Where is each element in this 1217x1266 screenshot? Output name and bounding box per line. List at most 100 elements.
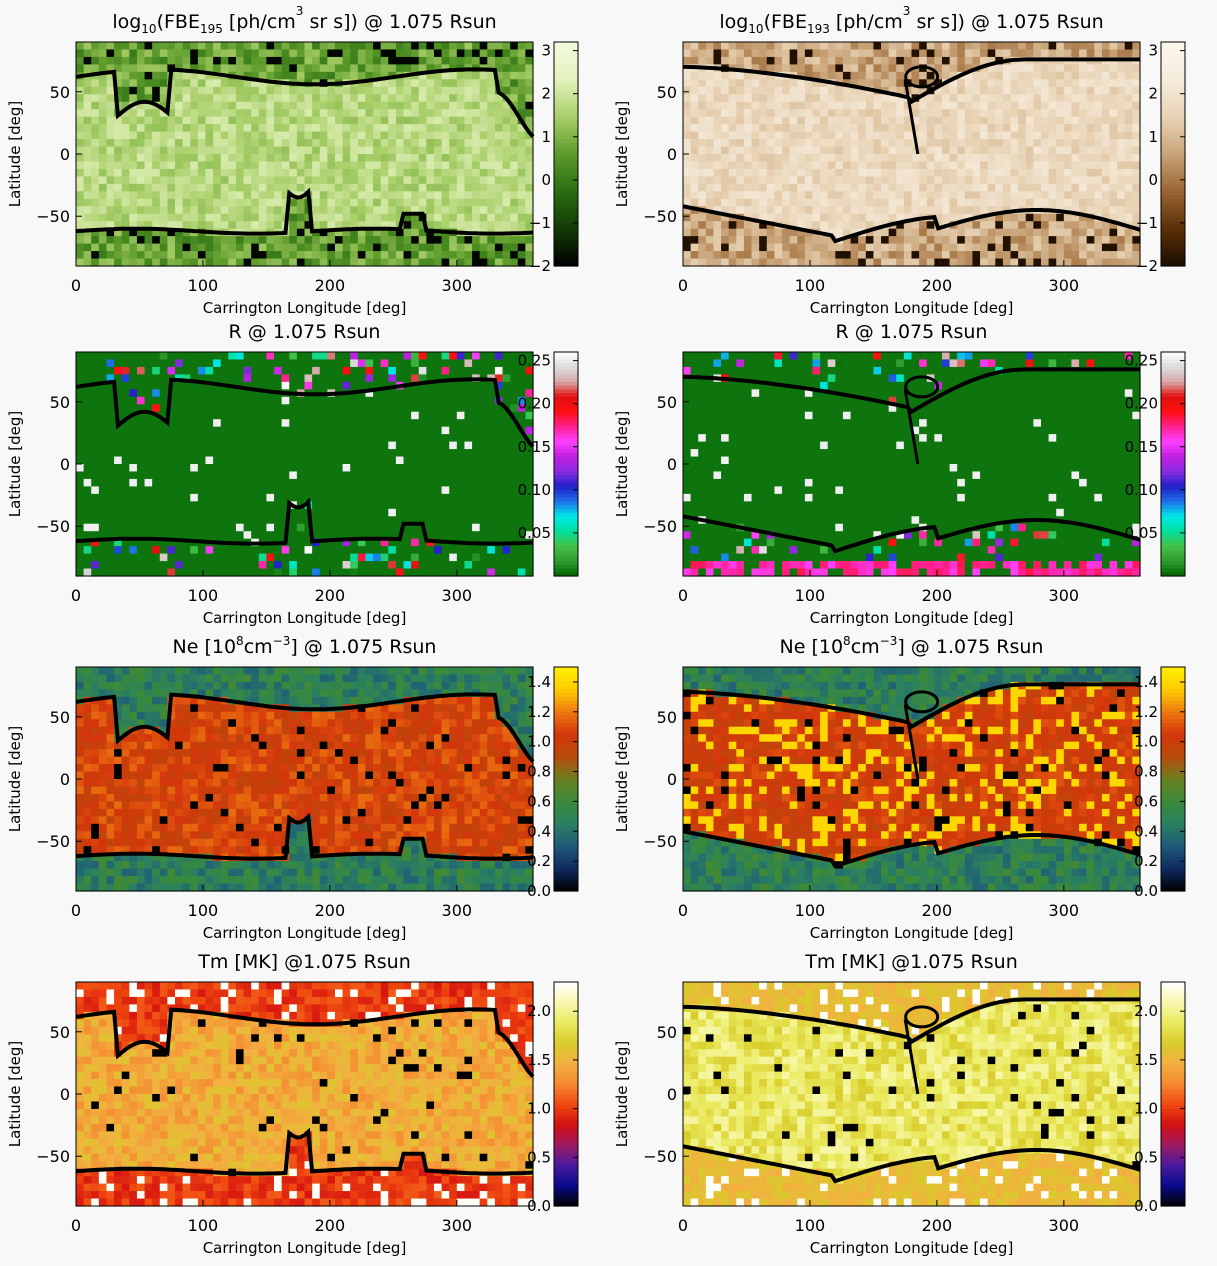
- y-tick-label: 0: [60, 455, 70, 474]
- x-tick-label: 100: [188, 901, 219, 920]
- title-part-1: 8: [843, 634, 851, 648]
- x-axis-label: Carrington Longitude [deg]: [810, 609, 1014, 627]
- x-tick-label: 300: [1049, 276, 1080, 295]
- x-axis-label: Carrington Longitude [deg]: [203, 1239, 407, 1257]
- x-tick-label: 0: [678, 1216, 688, 1235]
- heatmap-cells: [683, 982, 1141, 1207]
- y-tick-label: −50: [36, 1147, 70, 1166]
- colorbar-tick-label: 2: [1148, 85, 1158, 103]
- x-tick-label: 200: [315, 1216, 346, 1235]
- y-tick-label: 0: [60, 1085, 70, 1104]
- x-tick-label: 200: [922, 901, 953, 920]
- colorbar: 1.4 1.2 1.0 0.8 0.6 0.4 0.2 0.0: [527, 666, 579, 900]
- x-tick-label: 300: [442, 586, 473, 605]
- x-tick-label: 300: [442, 1216, 473, 1235]
- colorbar-tick-label: 1: [1148, 128, 1158, 146]
- x-tick-label: 200: [315, 276, 346, 295]
- title-part-3: 195: [200, 22, 223, 36]
- small-contour-loop: [904, 690, 940, 714]
- title-part-6: sr s]) @ 1.075 Rsun: [303, 11, 496, 33]
- y-tick-label: 50: [50, 1023, 70, 1042]
- title-part-5: 3: [296, 4, 304, 18]
- colorbar-tick-label: 2.0: [1134, 1002, 1158, 1020]
- south-boundary-contour: [682, 1144, 1141, 1184]
- y-tick-label: 0: [667, 455, 677, 474]
- colorbar-tick-label: 0.0: [527, 1197, 551, 1215]
- title-part-0: Ne [10: [780, 636, 844, 658]
- heatmap-cells: [683, 667, 1141, 892]
- x-tick-label: 0: [71, 1216, 81, 1235]
- title-part-5: 3: [903, 4, 911, 18]
- x-tick-label: 200: [922, 1216, 953, 1235]
- x-axis-label: Carrington Longitude [deg]: [810, 299, 1014, 317]
- colorbar-tick-label: 2: [541, 85, 551, 103]
- chart-title: Tm [MK] @1.075 Rsun: [804, 951, 1018, 973]
- south-boundary-contour: [75, 497, 534, 546]
- panel-4: R @ 1.075 Rsun 0 100 200 300 50 0 −50 Carrington…: [613, 321, 1186, 627]
- y-tick-label: −50: [36, 832, 70, 851]
- south-boundary-contour: [682, 829, 1141, 869]
- y-axis-label: Latitude [deg]: [613, 726, 631, 832]
- chart-title: Ne [108cm−3] @ 1.075 Rsun: [780, 634, 1044, 658]
- colorbar: 2.0 1.5 1.0 0.5 0.0: [1134, 981, 1186, 1215]
- x-tick-label: 0: [71, 276, 81, 295]
- y-tick-label: 50: [50, 708, 70, 727]
- colorbar-tick-label: −1: [1136, 214, 1158, 232]
- x-tick-label: 100: [795, 1216, 826, 1235]
- x-tick-label: 0: [678, 586, 688, 605]
- colorbar-tick-label: 1.2: [1134, 703, 1158, 721]
- title-part-6: sr s]) @ 1.075 Rsun: [910, 11, 1103, 33]
- colorbar: 2.0 1.5 1.0 0.5 0.0: [527, 981, 579, 1215]
- colorbar-tick-label: 1: [541, 128, 551, 146]
- colorbar-tick-label: 0.6: [527, 792, 551, 810]
- small-contour-loop: [904, 65, 940, 89]
- y-tick-label: 0: [667, 1085, 677, 1104]
- colorbar-tick-label: 1.4: [527, 673, 551, 691]
- y-axis-label: Latitude [deg]: [6, 101, 24, 207]
- colorbar-tick-label: 0.4: [1134, 822, 1158, 840]
- y-axis-label: Latitude [deg]: [613, 1041, 631, 1147]
- colorbar-tick-label: 1.5: [1134, 1051, 1158, 1069]
- y-axis-label: Latitude [deg]: [6, 1041, 24, 1147]
- south-boundary-contour: [75, 812, 534, 861]
- colorbar-tick-label: 1.5: [527, 1051, 551, 1069]
- colorbar-tick-label: 0.6: [1134, 792, 1158, 810]
- small-contour-loop: [904, 1005, 940, 1029]
- chart-title: log10(FBE195 [ph/cm3 sr s]) @ 1.075 Rsun: [112, 4, 496, 36]
- x-tick-label: 100: [795, 901, 826, 920]
- y-tick-label: −50: [643, 207, 677, 226]
- y-tick-label: 50: [657, 393, 677, 412]
- heatmap-cells: [683, 42, 1141, 267]
- colorbar-tick-label: 1.0: [1134, 1100, 1158, 1118]
- colorbar-tick-label: 0.5: [1134, 1148, 1158, 1166]
- x-tick-label: 200: [922, 586, 953, 605]
- x-tick-label: 300: [1049, 586, 1080, 605]
- y-tick-label: −50: [643, 1147, 677, 1166]
- colorbar: 0.25 0.20 0.15 0.10 0.05: [1125, 351, 1186, 577]
- central-contour-arm: [903, 704, 920, 780]
- y-tick-label: 50: [50, 83, 70, 102]
- x-tick-label: 200: [315, 586, 346, 605]
- x-tick-label: 200: [315, 901, 346, 920]
- colorbar-tick-label: 0.5: [527, 1148, 551, 1166]
- small-contour-loop: [904, 375, 940, 399]
- x-tick-label: 100: [188, 586, 219, 605]
- title-part-4: [ph/cm: [223, 11, 296, 33]
- title-part-1: 10: [748, 22, 763, 36]
- north-boundary-contour: [75, 692, 535, 763]
- panel-2: log10(FBE193 [ph/cm3 sr s]) @ 1.075 Rsun…: [613, 4, 1186, 317]
- central-contour-arm: [903, 79, 920, 155]
- chart-title: Tm [MK] @1.075 Rsun: [197, 951, 411, 973]
- panel-8: Tm [MK] @1.075 Rsun 0 100 200 300 50 0 −50 Carri…: [613, 951, 1186, 1257]
- south-boundary-contour: [682, 514, 1141, 554]
- chart-title: Ne [108cm−3] @ 1.075 Rsun: [173, 634, 437, 658]
- panel-3: R @ 1.075 Rsun 0 100 200 300 50 0 −50 Carrington…: [6, 321, 579, 627]
- title-part-4: ] @ 1.075 Rsun: [290, 636, 436, 658]
- y-tick-label: 50: [657, 1023, 677, 1042]
- y-tick-label: 0: [667, 145, 677, 164]
- colorbar-tick-label: 0.20: [1125, 395, 1158, 413]
- x-tick-label: 100: [795, 276, 826, 295]
- north-boundary-contour: [683, 997, 1140, 1045]
- colorbar-tick-label: 1.2: [527, 703, 551, 721]
- south-boundary-contour: [75, 1127, 534, 1176]
